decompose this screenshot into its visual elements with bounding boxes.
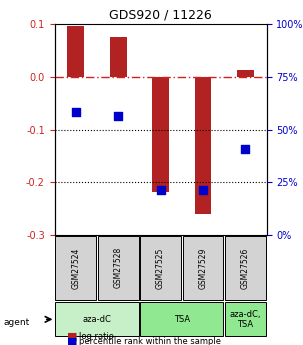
Point (73, 109, 78, 115)
Text: GSM27525: GSM27525 (156, 247, 165, 288)
Text: TSA: TSA (174, 315, 190, 324)
FancyBboxPatch shape (140, 236, 181, 300)
Title: GDS920 / 11226: GDS920 / 11226 (109, 9, 212, 22)
FancyBboxPatch shape (55, 303, 138, 336)
FancyBboxPatch shape (140, 303, 223, 336)
Point (243, 146, 248, 151)
Text: GSM27529: GSM27529 (198, 247, 208, 288)
Text: GSM27528: GSM27528 (114, 247, 123, 288)
FancyBboxPatch shape (225, 303, 266, 336)
Text: ■: ■ (67, 332, 77, 341)
Point (158, 187, 163, 193)
Text: percentile rank within the sample: percentile rank within the sample (79, 337, 221, 345)
Bar (110, 37, 127, 77)
Bar (237, 70, 254, 77)
Text: aza-dC: aza-dC (82, 315, 112, 324)
Point (116, 113, 121, 119)
FancyBboxPatch shape (225, 236, 266, 300)
Text: GSM27526: GSM27526 (241, 247, 250, 288)
Text: log ratio: log ratio (79, 332, 114, 341)
Point (201, 187, 205, 193)
Text: agent: agent (3, 318, 29, 327)
Bar (195, 77, 211, 214)
Text: GSM27524: GSM27524 (71, 247, 80, 288)
Text: aza-dC,
TSA: aza-dC, TSA (230, 310, 261, 329)
Text: ■: ■ (67, 337, 77, 345)
FancyBboxPatch shape (55, 236, 96, 300)
Bar (152, 77, 169, 192)
FancyBboxPatch shape (98, 236, 138, 300)
FancyBboxPatch shape (183, 236, 223, 300)
Bar (67, 26, 84, 77)
